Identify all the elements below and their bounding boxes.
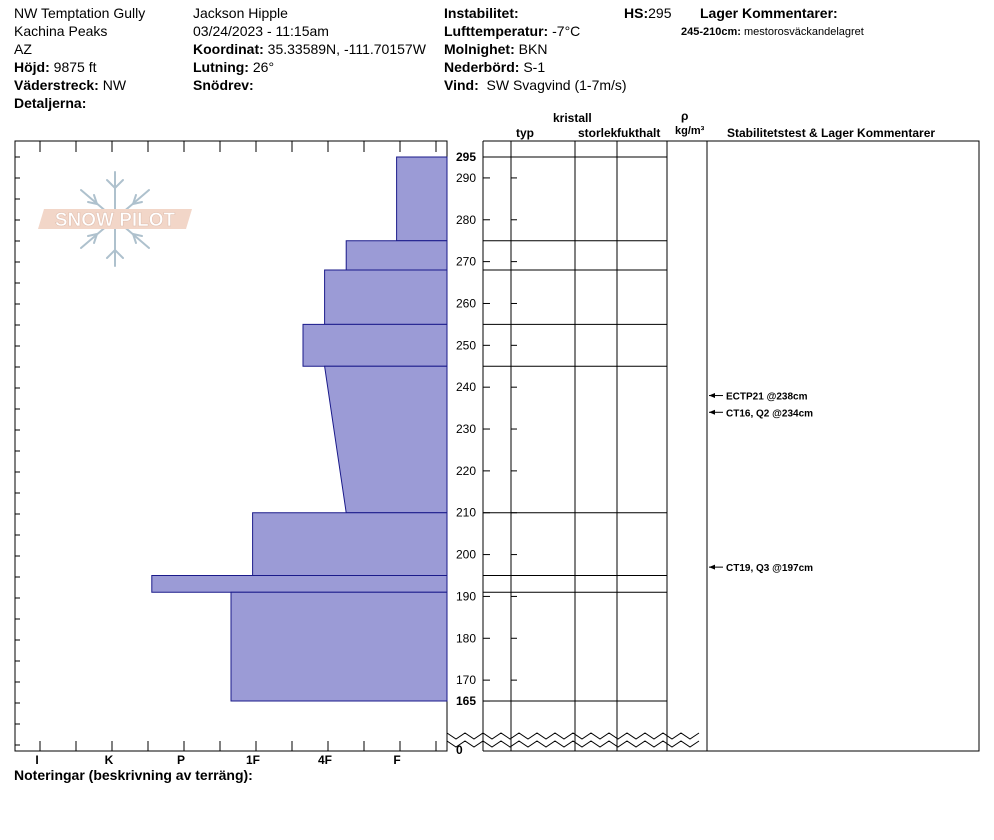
layer-comment-range: 245-210cm: bbox=[681, 26, 741, 38]
height-tick-label: 220 bbox=[456, 464, 476, 478]
snow-height-label: HS: bbox=[624, 5, 649, 21]
state: AZ bbox=[14, 41, 32, 57]
coordinates-value: 35.33589N, -111.70157W bbox=[267, 41, 426, 57]
observer-name: Jackson Hipple bbox=[193, 5, 288, 21]
height-tick-label: 190 bbox=[456, 589, 476, 603]
column-header-type: typ bbox=[516, 126, 534, 140]
height-tick-label: 295 bbox=[456, 150, 476, 164]
hardness-layer-3 bbox=[302, 323, 448, 367]
stability-test-arrow bbox=[709, 564, 715, 570]
height-tick-label: 280 bbox=[456, 213, 476, 227]
slope-value: 26° bbox=[252, 59, 275, 75]
hardness-label-K: K bbox=[105, 753, 114, 767]
hardness-label-1F: 1F bbox=[246, 753, 260, 767]
hardness-layer-2 bbox=[324, 269, 448, 325]
layer-comment-text: mestorosväckandelagret bbox=[744, 26, 864, 38]
height-tick-label: 170 bbox=[456, 673, 476, 687]
hardness-label-F: F bbox=[393, 753, 400, 767]
air-temperature-value: -7°C bbox=[552, 23, 581, 39]
precipitation-value: S-1 bbox=[523, 59, 546, 75]
height-tick-label: 290 bbox=[456, 171, 476, 185]
height-tick-label: 230 bbox=[456, 422, 476, 436]
height-tick-label: 250 bbox=[456, 338, 476, 352]
zigzag-break-bottom bbox=[446, 740, 700, 748]
snow-drift-label: Snödrev: bbox=[193, 77, 254, 93]
aspect-label: Väderstreck: bbox=[14, 77, 99, 93]
aspect: Väderstreck: NW bbox=[14, 77, 126, 93]
column-header-size: storlek bbox=[578, 126, 618, 140]
hardness-layer-7 bbox=[230, 591, 448, 702]
hardness-layer-6 bbox=[151, 575, 448, 593]
hardness-axis-labels: I K P 1F 4F F bbox=[35, 753, 400, 767]
mountain-range: Kachina Peaks bbox=[14, 23, 108, 39]
observation-datetime: 03/24/2023 - 11:15am bbox=[193, 23, 329, 39]
coordinates-label: Koordinat: bbox=[193, 41, 264, 57]
stability-column-frame bbox=[706, 140, 980, 752]
instability-label: Instabilitet: bbox=[444, 5, 519, 21]
crystal-table bbox=[446, 140, 979, 752]
hardness-layer-5 bbox=[252, 512, 448, 576]
column-header-density-unit: kg/m³ bbox=[675, 125, 705, 137]
elevation-label: Höjd: bbox=[14, 59, 50, 75]
stability-test-label: ECTP21 @238cm bbox=[726, 392, 808, 403]
slope: Lutning: 26° bbox=[193, 59, 274, 75]
precipitation: Nederbörd: S-1 bbox=[444, 59, 545, 75]
column-header-moisture: fukthalt bbox=[617, 126, 661, 140]
precipitation-label: Nederbörd: bbox=[444, 59, 520, 75]
terrain-notes-label: Noteringar (beskrivning av terräng): bbox=[14, 767, 253, 783]
height-tick-label: 0 bbox=[456, 743, 463, 757]
snowpilot-logo: SNOW PILOT bbox=[38, 171, 192, 267]
cloud-cover-label: Molnighet: bbox=[444, 41, 515, 57]
air-temperature-label: Lufttemperatur: bbox=[444, 23, 549, 39]
column-header-crystal: kristall bbox=[553, 111, 592, 125]
cloud-cover: Molnighet: BKN bbox=[444, 41, 547, 57]
snowpilot-logo-text: SNOW PILOT bbox=[55, 210, 176, 231]
wind-value: SW Svagvind (1-7m/s) bbox=[486, 77, 627, 93]
wind-label: Vind: bbox=[444, 77, 479, 93]
air-temperature: Lufttemperatur: -7°C bbox=[444, 23, 580, 39]
stability-test-arrow bbox=[709, 409, 715, 415]
stability-test-label: CT16, Q2 @234cm bbox=[726, 408, 813, 419]
wind: Vind: SW Svagvind (1-7m/s) bbox=[444, 77, 627, 93]
coordinates: Koordinat: 35.33589N, -111.70157W bbox=[193, 41, 426, 57]
elevation: Höjd: 9875 ft bbox=[14, 59, 96, 75]
layer-comment: 245-210cm: mestorosväckandelagret bbox=[681, 24, 864, 40]
location-name: NW Temptation Gully bbox=[14, 5, 146, 21]
height-tick-label: 270 bbox=[456, 255, 476, 269]
height-tick-label: 260 bbox=[456, 296, 476, 310]
hardness-layer-1 bbox=[345, 240, 448, 271]
slope-label: Lutning: bbox=[193, 59, 249, 75]
hardness-label-P: P bbox=[177, 753, 185, 767]
hardness-label-4F: 4F bbox=[318, 753, 332, 767]
height-tick-label: 165 bbox=[456, 694, 476, 708]
height-axis: 295 290 280 270 260 250 240 230 220 210 200 190 180 1… bbox=[456, 141, 490, 757]
layer-comments-title: Lager Kommentarer: bbox=[700, 5, 838, 21]
hardness-layer-0 bbox=[396, 156, 448, 242]
zigzag-break-top bbox=[446, 732, 700, 740]
hardness-layer-4 bbox=[324, 365, 448, 514]
elevation-value: 9875 ft bbox=[53, 59, 97, 75]
column-header-rho: ρ bbox=[681, 109, 689, 123]
snow-height-value: 295 bbox=[648, 5, 672, 21]
height-tick-label: 210 bbox=[456, 506, 476, 520]
hardness-left-ticks bbox=[15, 156, 20, 746]
details-label: Detaljerna: bbox=[14, 95, 87, 111]
stability-test-arrow bbox=[709, 393, 715, 399]
height-tick-label: 180 bbox=[456, 631, 476, 645]
cloud-cover-value: BKN bbox=[518, 41, 548, 57]
hardness-layers bbox=[151, 156, 448, 702]
height-tick-label: 240 bbox=[456, 380, 476, 394]
hardness-top-ticks bbox=[39, 141, 437, 751]
snow-height: HS:295 bbox=[624, 5, 671, 21]
hardness-label-I: I bbox=[35, 753, 38, 767]
column-header-stability: Stabilitetstest & Lager Kommentarer bbox=[727, 126, 936, 140]
height-tick-label: 200 bbox=[456, 548, 476, 562]
aspect-value: NW bbox=[102, 77, 127, 93]
stability-test-label: CT19, Q3 @197cm bbox=[726, 563, 813, 574]
stability-tests: ECTP21 @238cm CT16, Q2 @234cm CT19, Q3 @19… bbox=[709, 392, 813, 574]
